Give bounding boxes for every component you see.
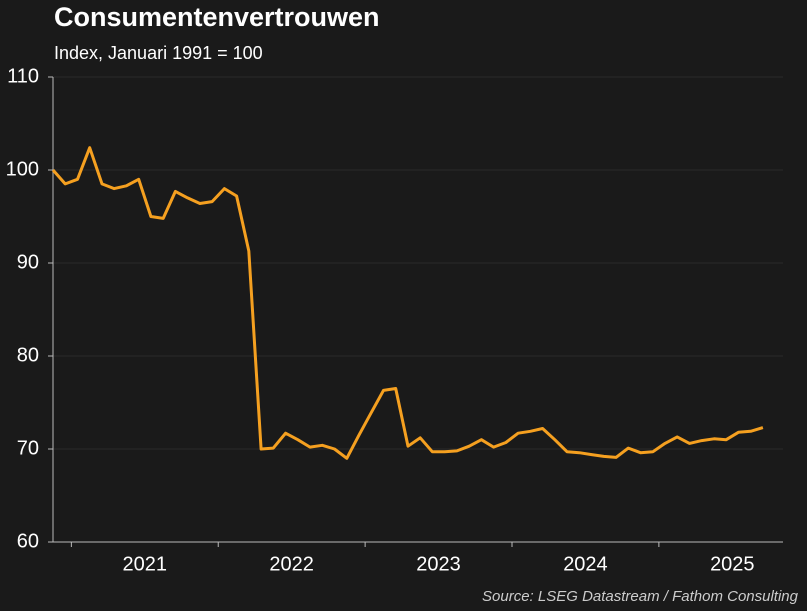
source-note: Source: LSEG Datastream / Fathom Consult… [482, 588, 799, 605]
y-tick-label: 100 [6, 158, 39, 180]
chart-title: Consumentenvertrouwen [54, 2, 380, 32]
y-tick-label: 90 [17, 251, 39, 273]
x-tick-label: 2022 [269, 553, 314, 575]
chart-subtitle: Index, Januari 1991 = 100 [54, 43, 263, 63]
y-tick-label: 110 [7, 65, 39, 87]
series-line [51, 146, 764, 460]
x-tick-label: 2023 [416, 553, 461, 575]
x-tick-label: 2021 [123, 553, 168, 575]
y-tick-label: 70 [17, 437, 39, 459]
x-tick-label: 2025 [710, 553, 755, 575]
y-tick-label: 80 [17, 344, 39, 366]
y-tick-label: 60 [17, 530, 39, 552]
x-tick-label: 2024 [563, 553, 608, 575]
